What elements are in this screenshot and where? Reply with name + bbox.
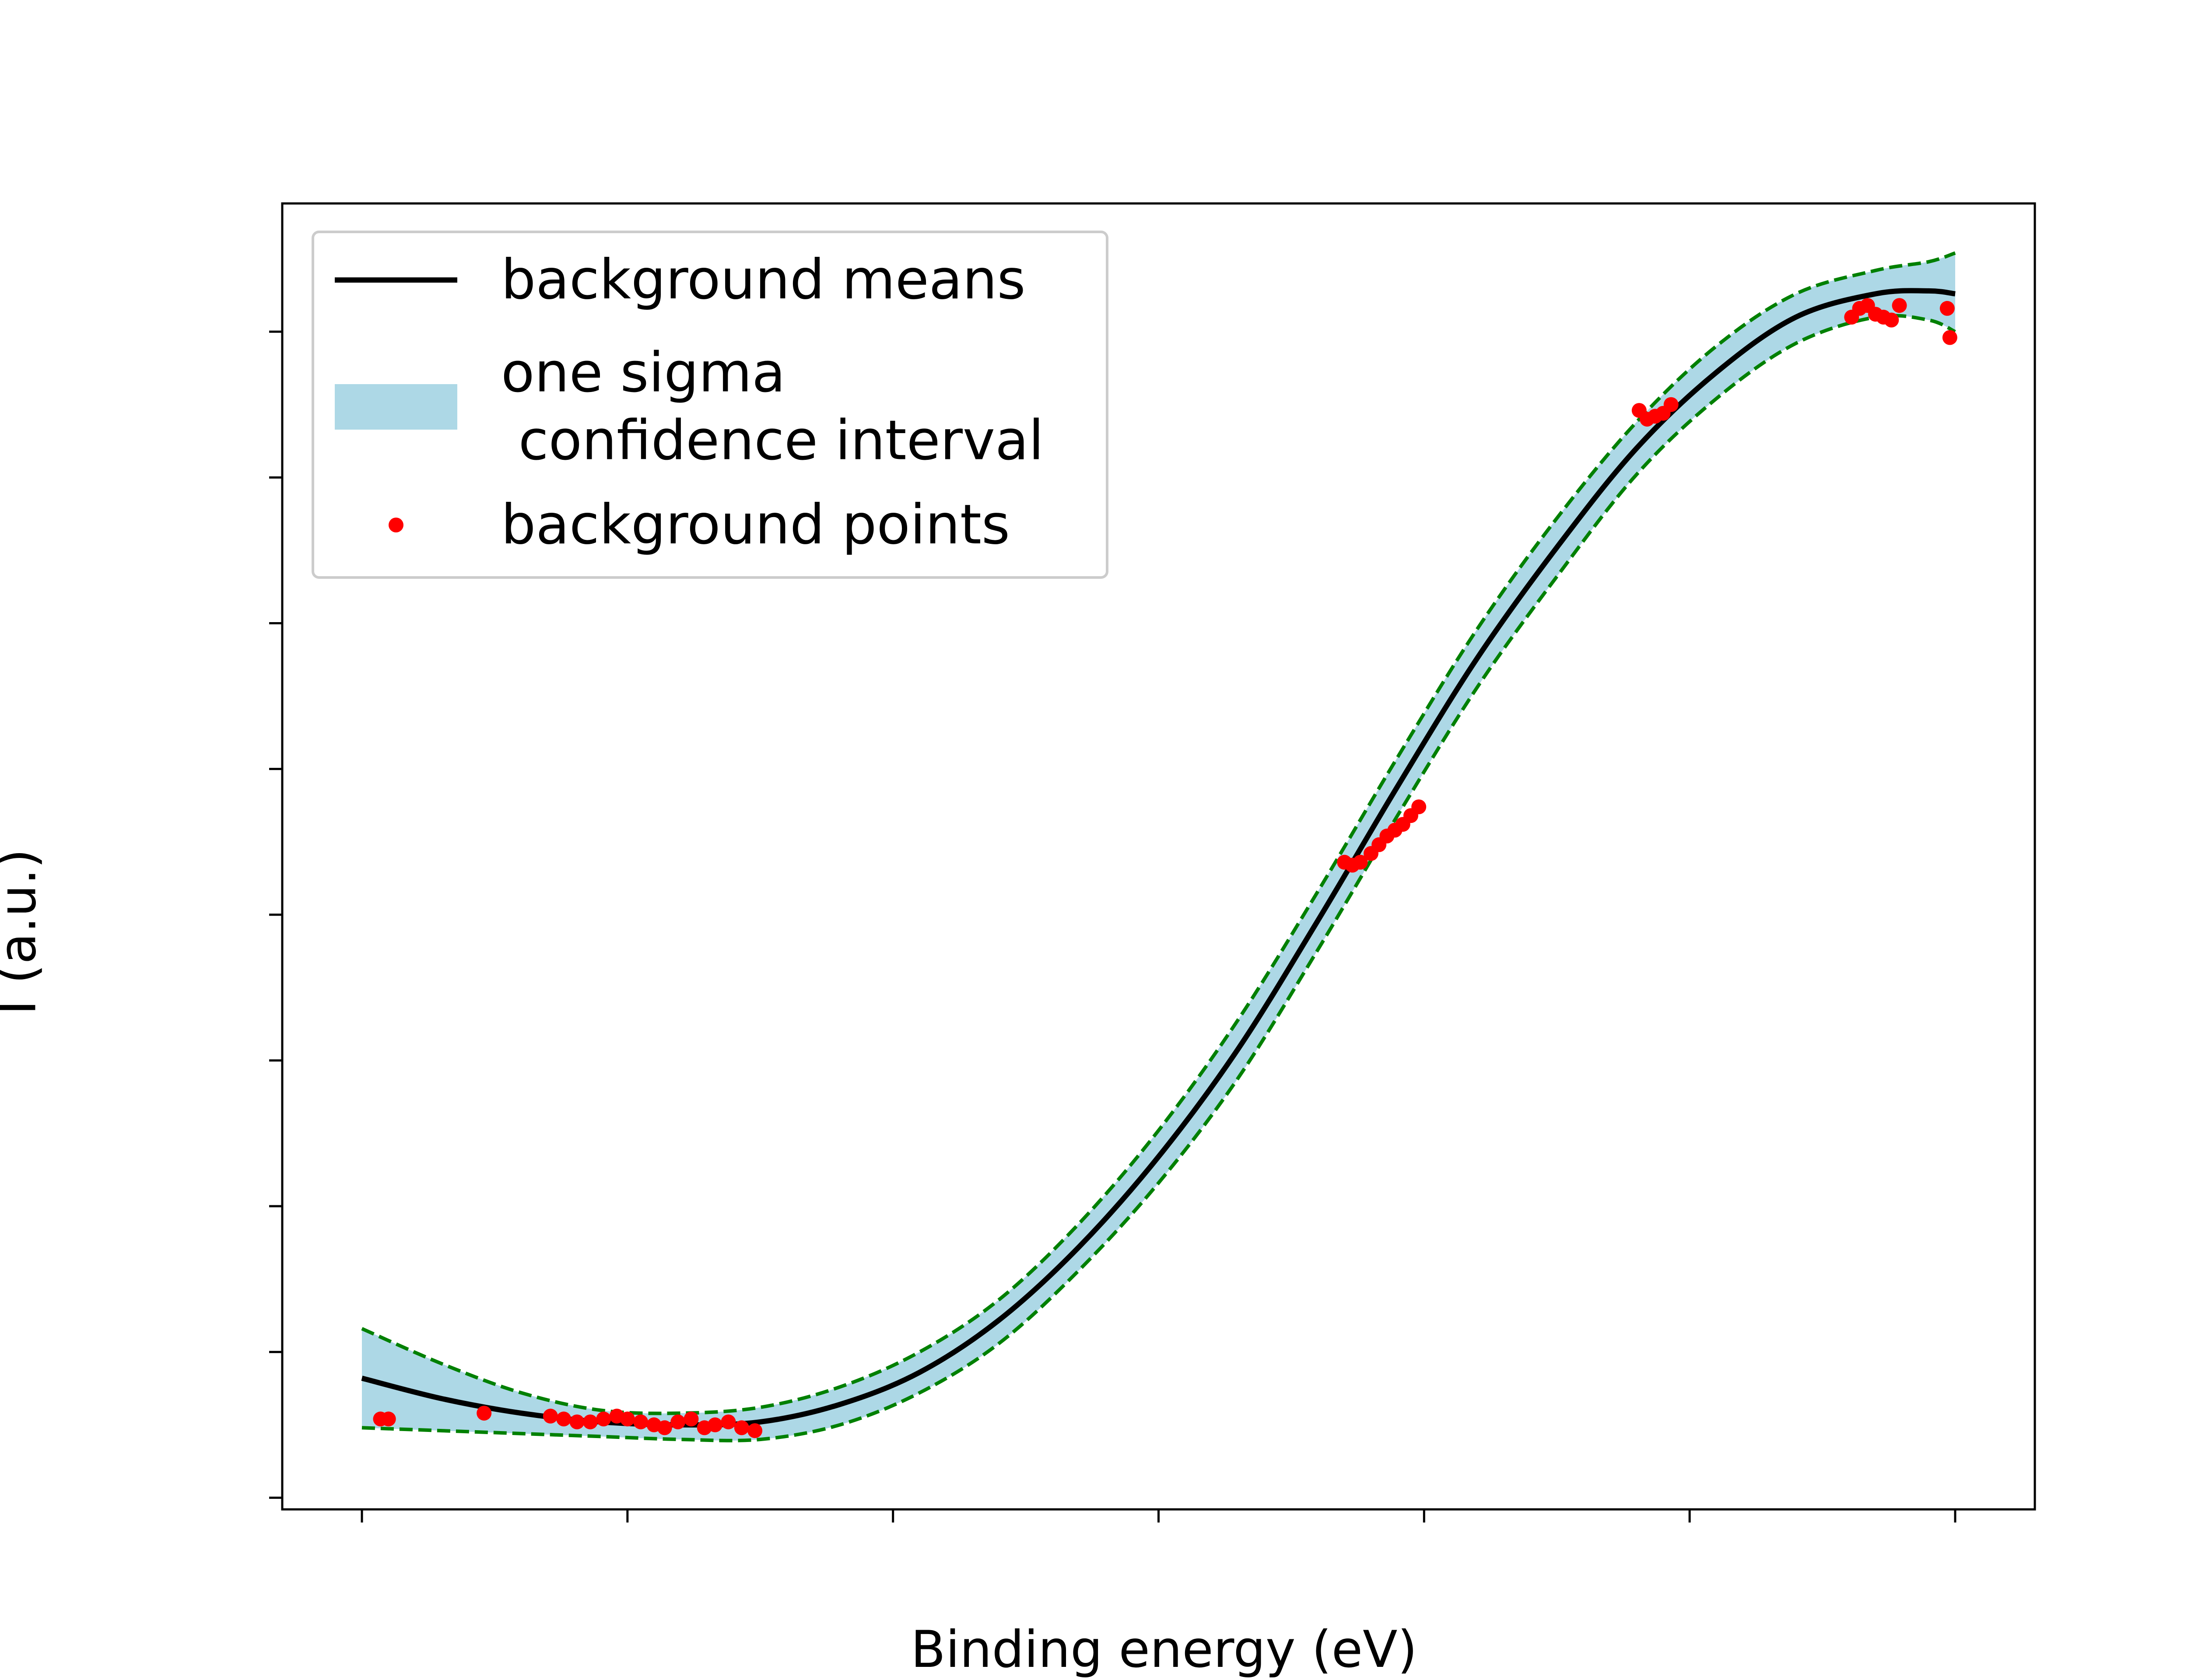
legend-label-points: background points — [501, 493, 1010, 556]
legend-points-swatch — [389, 518, 403, 532]
background-point — [684, 1411, 699, 1427]
background-point — [477, 1406, 492, 1421]
x-axis-title: Binding energy (eV) — [911, 1620, 1417, 1679]
band-lower-edge — [361, 314, 1956, 1442]
band-upper-edge — [361, 251, 1956, 1415]
axes — [269, 202, 2036, 1522]
y-axis-title: I (a.u.) — [0, 849, 48, 1015]
background-point — [670, 1414, 686, 1430]
background-point — [1411, 799, 1427, 815]
background-point — [582, 1414, 598, 1430]
background-point — [556, 1411, 572, 1427]
legend: background means one sigma confidence int… — [312, 231, 1108, 579]
background-point — [708, 1417, 723, 1432]
legend-frame — [312, 231, 1108, 579]
background-point — [543, 1408, 558, 1424]
plot-area — [361, 251, 1957, 1442]
background-point — [1892, 298, 1907, 313]
background-point — [1884, 312, 1899, 328]
background-point — [633, 1414, 649, 1430]
legend-label-mean: background means — [501, 248, 1026, 312]
background-point — [596, 1411, 611, 1427]
background-point — [620, 1411, 635, 1427]
background-point — [747, 1423, 763, 1438]
background-point — [657, 1420, 672, 1435]
background-point — [734, 1420, 749, 1435]
background-point — [1939, 301, 1955, 316]
background-point — [1942, 330, 1957, 345]
legend-band-swatch — [335, 384, 457, 430]
background-point — [1353, 854, 1368, 870]
legend-label-band: one sigma — [501, 341, 785, 405]
background-point — [381, 1411, 396, 1427]
background-point — [1663, 397, 1679, 412]
background-point — [569, 1414, 585, 1430]
background-point — [721, 1414, 736, 1430]
legend-label-band: confidence interval — [501, 409, 1044, 472]
